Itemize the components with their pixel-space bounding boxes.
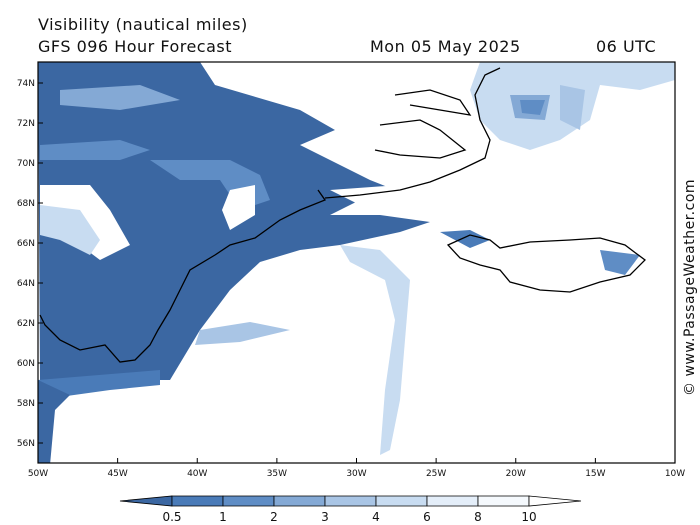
lon-label: 10W	[665, 469, 685, 479]
subtitle: GFS 096 Hour Forecast	[38, 37, 232, 56]
lon-label: 35W	[267, 469, 287, 479]
lat-label: 72N	[17, 119, 35, 129]
lat-label: 74N	[17, 79, 35, 89]
colorbar-segment	[324, 495, 377, 507]
lat-label: 60N	[17, 359, 35, 369]
colorbar-label: 10	[521, 510, 536, 524]
lon-label: 45W	[107, 469, 127, 479]
lat-label: 70N	[17, 159, 35, 169]
lat-label: 64N	[17, 279, 35, 289]
lat-label: 58N	[17, 399, 35, 409]
colorbar-label: 6	[423, 510, 431, 524]
lat-label: 68N	[17, 199, 35, 209]
lon-label: 20W	[506, 469, 526, 479]
watermark: © www.PassageWeather.com	[682, 179, 698, 396]
colorbar-label: 1	[219, 510, 227, 524]
title: Visibility (nautical miles)	[38, 15, 248, 34]
lon-label: 30W	[346, 469, 366, 479]
lon-label: 15W	[585, 469, 605, 479]
lat-label: 62N	[17, 319, 35, 329]
colorbar-segment	[273, 495, 326, 507]
colorbar-segment	[528, 495, 582, 507]
visibility-field	[38, 62, 675, 463]
lon-label: 25W	[426, 469, 446, 479]
colorbar-segment	[119, 495, 173, 507]
graticule-ticks: 74N 72N 70N 68N 66N 64N 62N 60N 58N 56N 50W 45W 40W 3…	[17, 79, 685, 479]
lat-label: 56N	[17, 439, 35, 449]
colorbar-label: 2	[270, 510, 278, 524]
colorbar-segment	[222, 495, 275, 507]
colorbar-segment	[426, 495, 479, 507]
time: 06 UTC	[596, 37, 656, 56]
lon-label: 50W	[28, 469, 48, 479]
colorbar-segment	[375, 495, 428, 507]
colorbar: 0.5 1 2 3 4 6 8 10	[119, 495, 582, 524]
colorbar-label: 8	[474, 510, 482, 524]
map: 74N 72N 70N 68N 66N 64N 62N 60N 58N 56N 50W 45W 40W 3…	[17, 61, 685, 479]
colorbar-segment	[171, 495, 224, 507]
coastlines	[39, 67, 646, 363]
colorbar-label: 4	[372, 510, 380, 524]
colorbar-label: 0.5	[162, 510, 181, 524]
colorbar-segment	[477, 495, 530, 507]
date: Mon 05 May 2025	[370, 37, 521, 56]
lon-label: 40W	[187, 469, 207, 479]
lat-label: 66N	[17, 239, 35, 249]
colorbar-label: 3	[321, 510, 329, 524]
